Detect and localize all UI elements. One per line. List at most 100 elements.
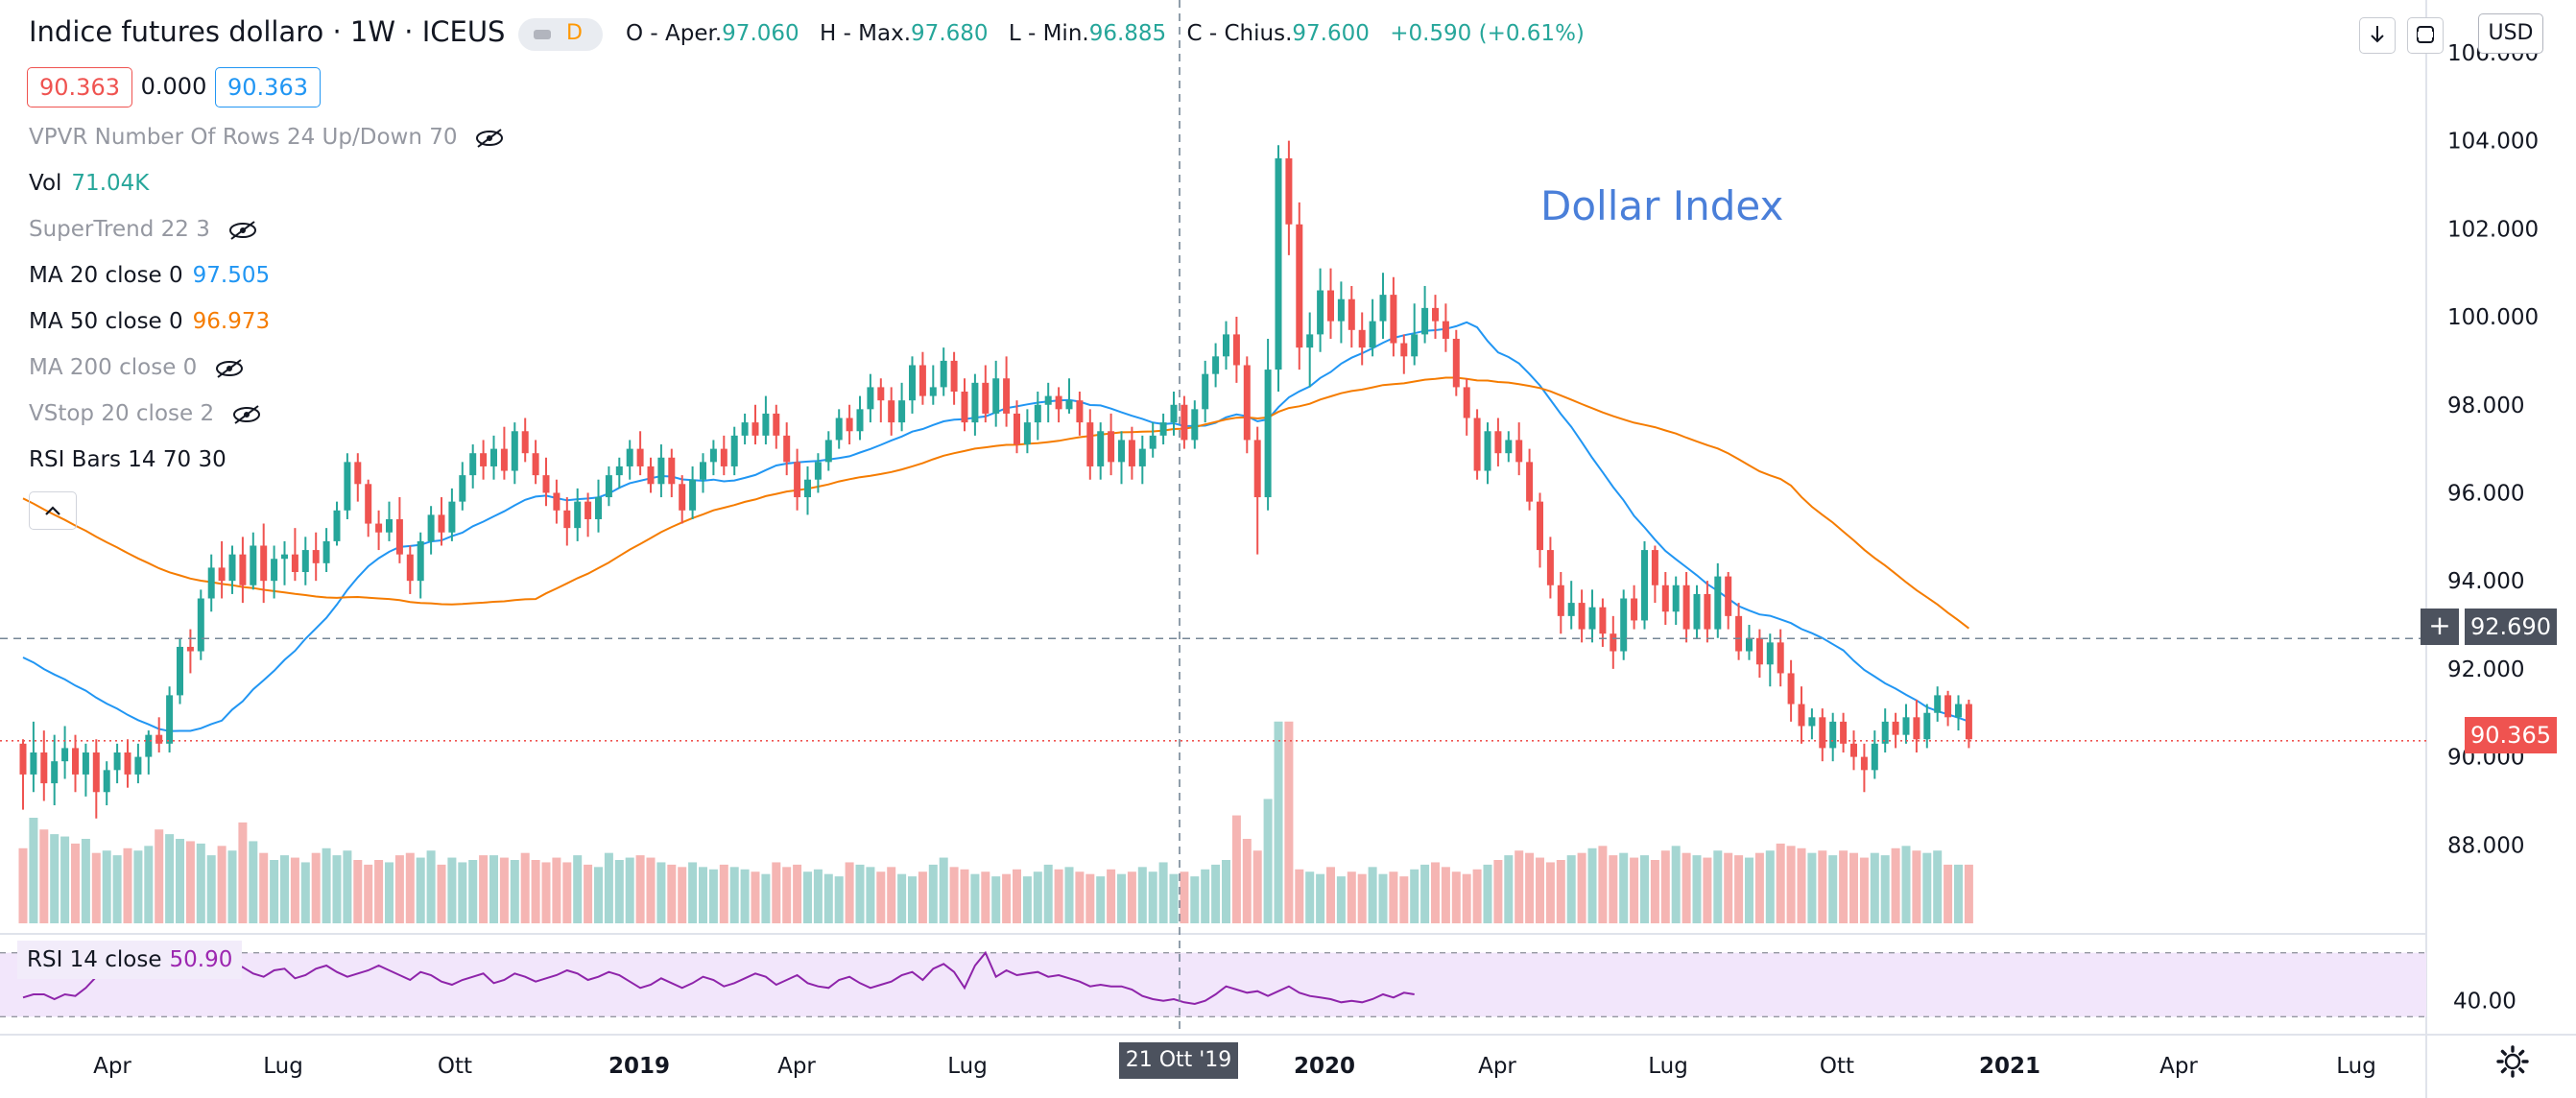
candle-body <box>1023 422 1031 445</box>
volume-bar <box>206 855 216 923</box>
candle-body <box>929 387 937 396</box>
volume-bar <box>1252 850 1262 923</box>
candle-body <box>1243 365 1251 441</box>
candle-body <box>1808 717 1816 727</box>
volume-bar <box>1807 852 1817 923</box>
candle-body <box>1400 343 1408 357</box>
volume-bar <box>1033 871 1042 923</box>
candle-body <box>291 554 298 572</box>
candle-body <box>51 761 59 784</box>
volume-bar <box>479 855 489 923</box>
time-tick: Ott <box>1820 1054 1854 1079</box>
candle-body <box>124 752 131 775</box>
candle-body <box>992 378 1000 414</box>
candle-body <box>490 448 497 466</box>
candle-body <box>762 413 770 436</box>
volume-bar <box>1765 850 1775 923</box>
volume-bar <box>991 876 1001 923</box>
candle-body <box>563 510 571 529</box>
volume-bar <box>1054 869 1063 923</box>
buy-price-box[interactable]: 90.363 <box>215 67 321 107</box>
candle-body <box>804 479 811 498</box>
legend-item-5[interactable]: MA 200 close 0 <box>29 355 245 380</box>
volume-bar <box>1493 860 1503 923</box>
candle-body <box>186 646 194 652</box>
candle-body <box>480 453 488 466</box>
legend-item-0[interactable]: VPVR Number Of Rows 24 Up/Down 70 <box>29 125 505 150</box>
volume-bar <box>468 860 478 923</box>
chart-title[interactable]: Indice futures dollaro · 1W · ICEUS <box>29 15 506 48</box>
visibility-icon <box>534 30 551 39</box>
candlesticks <box>19 140 1972 819</box>
volume-bar <box>1745 857 1753 923</box>
volume-bar <box>803 871 812 923</box>
legend-item-7[interactable]: RSI Bars 14 70 30 <box>29 447 227 472</box>
hidden-eye-icon[interactable] <box>214 358 245 379</box>
hidden-eye-icon[interactable] <box>474 128 505 149</box>
candle-body <box>113 752 121 771</box>
candle-body <box>459 475 466 502</box>
volume-bar <box>91 852 101 923</box>
candle-body <box>1076 400 1084 423</box>
volume-bar <box>144 846 154 923</box>
candle-body <box>92 752 100 793</box>
volume-bar <box>1316 873 1325 923</box>
candle-body <box>1181 404 1188 441</box>
hidden-eye-icon[interactable] <box>227 220 258 241</box>
candle-body <box>595 497 602 519</box>
currency-selector[interactable]: USD <box>2478 13 2543 54</box>
legend-item-3[interactable]: MA 20 close 0 97.505 <box>29 263 270 288</box>
legend-item-2[interactable]: SuperTrend 22 3 <box>29 217 258 242</box>
legend-value: 96.973 <box>192 309 271 334</box>
candle-body <box>1850 743 1857 757</box>
candle-body <box>1693 593 1701 630</box>
volume-bar <box>259 852 269 923</box>
candle-body <box>1725 576 1732 616</box>
volume-bar <box>699 867 707 923</box>
sell-price-box[interactable]: 90.363 <box>27 67 132 107</box>
volume-bar <box>1431 862 1440 923</box>
rsi-legend[interactable]: RSI 14 close 50.90 <box>17 941 243 979</box>
legend-label: VPVR Number Of Rows 24 Up/Down 70 <box>29 125 458 150</box>
candle-body <box>1191 409 1199 441</box>
spread-value: 0.000 <box>140 73 207 100</box>
candle-body <box>375 523 383 533</box>
rsi-band <box>0 952 2426 1017</box>
candle-body <box>532 453 539 476</box>
legend-item-1[interactable]: Vol 71.04K <box>29 171 149 196</box>
settings-button[interactable] <box>2495 1044 2530 1079</box>
volume-bar <box>385 862 394 923</box>
fullscreen-button[interactable] <box>2407 17 2444 54</box>
collapse-legend-button[interactable] <box>29 491 77 530</box>
volume-bar <box>1671 846 1681 923</box>
candle-body <box>1108 431 1115 463</box>
dollar-index-annotation[interactable]: Dollar Index <box>1540 182 1784 229</box>
candle-body <box>1546 550 1554 585</box>
volume-bar <box>1692 855 1702 923</box>
volume-bar <box>322 847 331 923</box>
candle-body <box>155 734 163 744</box>
candle-body <box>30 752 37 775</box>
scroll-down-button[interactable] <box>2359 17 2396 54</box>
candle-body <box>260 545 268 582</box>
add-alert-button[interactable]: + <box>2421 609 2459 645</box>
price-tick: 88.000 <box>2447 833 2524 858</box>
volume-bar <box>1818 850 1827 923</box>
hidden-eye-icon[interactable] <box>231 404 262 425</box>
candle-body <box>1881 721 1889 744</box>
candle-body <box>1452 338 1460 388</box>
interval-pill[interactable]: D <box>518 18 603 51</box>
legend-item-4[interactable]: MA 50 close 0 96.973 <box>29 309 270 334</box>
crosshair-price-label: 92.690 <box>2465 609 2557 645</box>
volume-bar <box>1504 855 1514 923</box>
price-tick: 100.000 <box>2447 305 2539 330</box>
volume-bar <box>573 855 583 923</box>
candle-body <box>1934 695 1942 713</box>
candle-body <box>427 514 435 541</box>
candle-body <box>1704 593 1711 630</box>
volume-bar <box>667 864 677 923</box>
candle-body <box>1641 550 1648 621</box>
volume-bar <box>1786 846 1796 923</box>
legend-item-6[interactable]: VStop 20 close 2 <box>29 401 262 426</box>
